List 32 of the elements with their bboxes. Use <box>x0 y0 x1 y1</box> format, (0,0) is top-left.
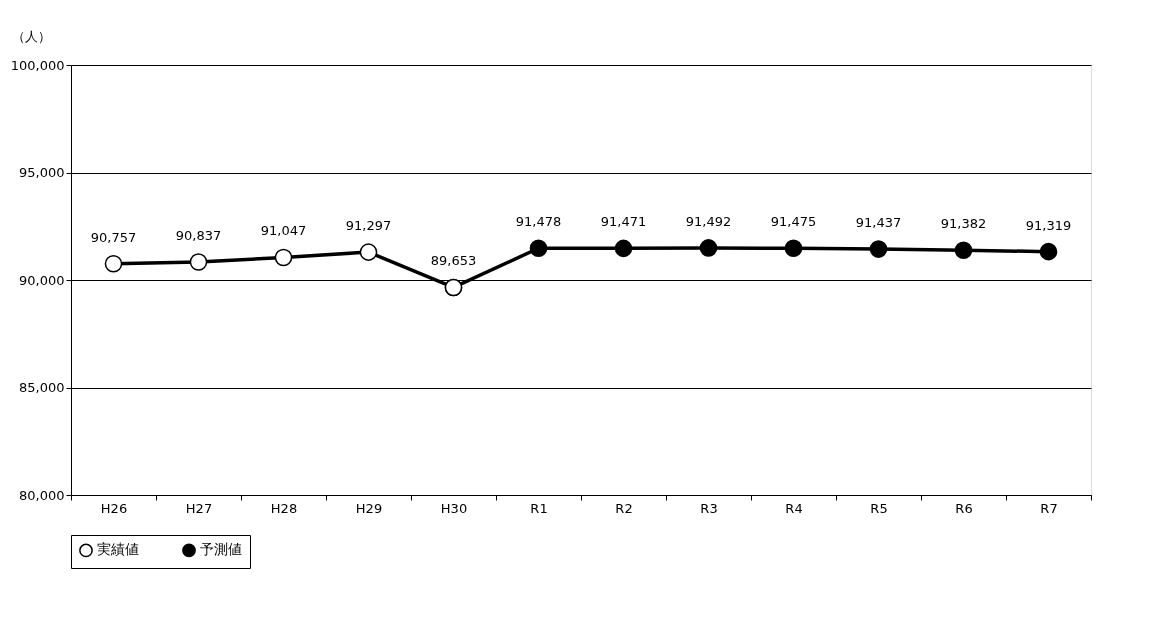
y-tick-label: 100,000 <box>10 57 65 73</box>
y-axis-title: （人） <box>11 28 51 44</box>
data-label: 91,437 <box>855 215 902 231</box>
legend-label: 予測値 <box>200 541 242 558</box>
data-label: 90,837 <box>175 228 222 243</box>
legend-label: 実績値 <box>97 541 139 558</box>
x-tick-label: R1 <box>530 500 548 516</box>
x-tick-label: H30 <box>440 500 468 516</box>
x-tick-label: H26 <box>100 500 128 516</box>
x-tick-label: R7 <box>1040 500 1058 516</box>
data-label: 90,757 <box>90 229 137 245</box>
data-label: 91,492 <box>685 213 732 229</box>
data-label: 91,471 <box>600 214 647 230</box>
y-tick-label: 85,000 <box>19 380 65 395</box>
x-tick-label: H27 <box>185 500 213 516</box>
data-label: 89,653 <box>430 253 477 269</box>
x-tick-label: H29 <box>355 500 383 516</box>
y-tick-label: 80,000 <box>19 487 65 503</box>
y-tick-label: 95,000 <box>19 165 65 180</box>
x-tick-label: H28 <box>270 500 298 516</box>
data-label: 91,478 <box>515 214 562 230</box>
data-label: 91,047 <box>260 223 307 239</box>
data-label: 91,382 <box>940 216 987 232</box>
x-tick-label: R3 <box>700 500 718 516</box>
x-tick-label: R2 <box>615 500 633 516</box>
x-tick-label: R4 <box>785 500 803 516</box>
data-label: 91,475 <box>770 214 817 230</box>
data-label: 91,319 <box>1025 217 1072 233</box>
x-tick-label: R5 <box>870 500 888 516</box>
data-label: 91,297 <box>345 218 392 234</box>
y-tick-label: 90,000 <box>19 272 65 288</box>
x-tick-label: R6 <box>955 500 973 516</box>
